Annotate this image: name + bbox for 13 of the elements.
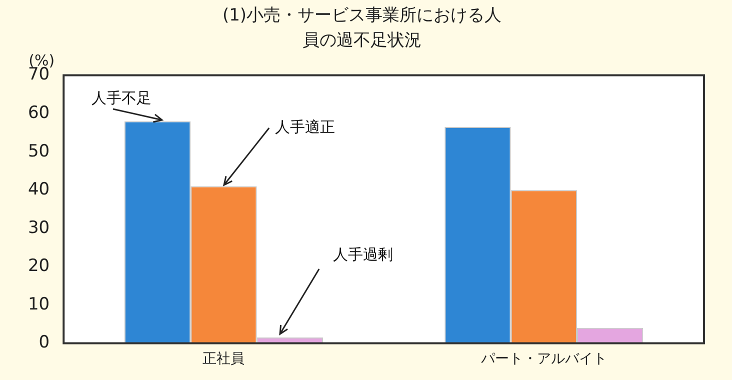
text: 人手過剰 — [332, 245, 393, 264]
y-tick-label: 40 — [28, 180, 50, 200]
text: 人手適正 — [274, 118, 335, 136]
y-tick-label: 30 — [28, 218, 50, 238]
chart-title: (1)小売・サービス事業所における人員の過不足状況 — [222, 6, 502, 50]
y-tick-label: 20 — [28, 256, 50, 276]
y-tick-label: 60 — [28, 102, 50, 123]
y-tick-label: 0 — [38, 332, 50, 353]
series-label: 人手不足 — [92, 89, 152, 108]
x-tick-label: 正社員 — [202, 351, 245, 368]
x-tick-label: パート・アルバイト — [480, 351, 607, 368]
y-tick-label: 10 — [28, 294, 50, 314]
y-tick-label: 50 — [28, 141, 50, 162]
